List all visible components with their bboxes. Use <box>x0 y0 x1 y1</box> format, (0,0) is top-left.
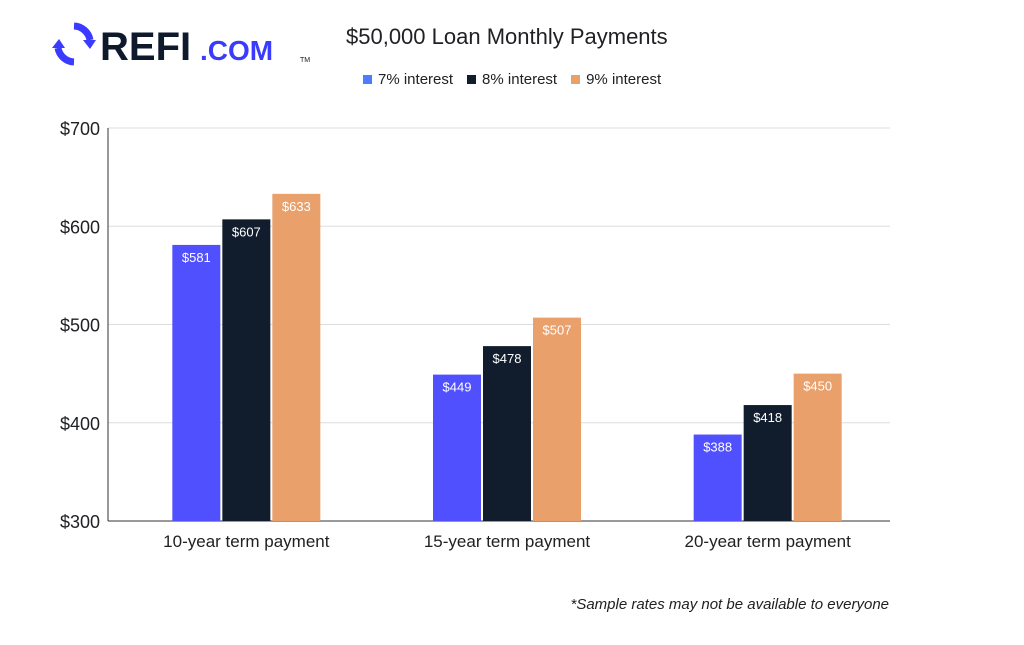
x-category-label: 15-year term payment <box>424 532 591 551</box>
legend-item-9: 9% interest <box>571 71 661 88</box>
bar-1-2 <box>743 405 792 521</box>
legend-label-8: 8% interest <box>482 71 558 88</box>
data-label: $388 <box>703 440 732 455</box>
bar-0-1 <box>433 374 481 521</box>
legend-item-7: 7% interest <box>363 71 453 88</box>
data-label: $478 <box>493 351 522 366</box>
legend-item-8: 8% interest <box>467 71 557 88</box>
data-label: $450 <box>803 379 832 394</box>
data-label: $607 <box>232 224 261 239</box>
legend-swatch-9 <box>571 75 581 84</box>
legend: 7% interest 8% interest 9% interest <box>363 71 661 88</box>
bar-2-0 <box>272 193 321 521</box>
legend-label-9: 9% interest <box>586 71 662 88</box>
x-category-label: 10-year term payment <box>163 532 330 551</box>
logo-trademark: TM <box>300 57 310 64</box>
bar-1-1 <box>483 346 531 521</box>
logo-suffix: .COM <box>200 35 273 66</box>
logo-wordmark: REFI <box>100 25 191 68</box>
y-tick-label: $500 <box>60 316 100 336</box>
refresh-arrows-icon <box>52 22 96 66</box>
data-label: $581 <box>182 250 211 265</box>
data-label: $507 <box>543 323 572 338</box>
footnote: *Sample rates may not be available to ev… <box>570 596 889 613</box>
bar-1-0 <box>222 219 271 521</box>
data-label: $633 <box>282 199 311 214</box>
y-tick-label: $700 <box>60 119 100 139</box>
legend-swatch-8 <box>467 75 477 84</box>
bar-2-2 <box>793 373 842 521</box>
bar-0-0 <box>172 244 221 522</box>
chart-title: $50,000 Loan Monthly Payments <box>346 24 668 49</box>
refi-logo: REFI .COM TM <box>52 22 310 68</box>
legend-label-7: 7% interest <box>378 71 454 88</box>
y-tick-label: $300 <box>60 512 100 532</box>
y-tick-label: $600 <box>60 217 100 237</box>
data-label: $418 <box>753 410 782 425</box>
legend-swatch-7 <box>363 75 372 84</box>
data-label: $449 <box>443 380 472 395</box>
bar-2-1 <box>533 317 581 521</box>
x-category-label: 20-year term payment <box>685 532 852 551</box>
y-tick-label: $400 <box>60 414 100 434</box>
bar-0-2 <box>693 434 742 521</box>
